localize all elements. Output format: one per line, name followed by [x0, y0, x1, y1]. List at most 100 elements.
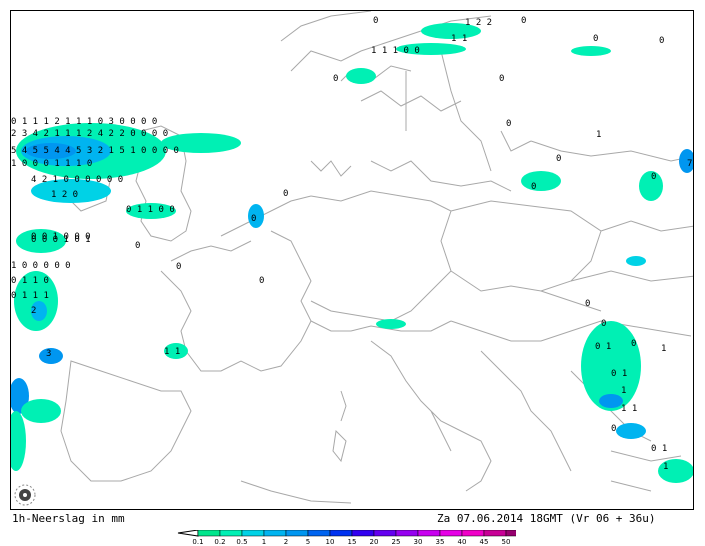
precip-value-label: 4 2 1 0 0 0 0 0 0 [31, 175, 123, 185]
legend-swatch [241, 530, 265, 537]
precip-value-label: 0 1 [595, 342, 611, 352]
legend-label: 1 [262, 538, 266, 546]
precip-area [21, 399, 61, 423]
precip-area [11, 411, 26, 471]
precip-value-label: 1 0 0 0 0 0 [11, 261, 71, 271]
precip-value-label: 1 1 [621, 404, 637, 414]
aegean-outline [610, 450, 682, 492]
precip-value-label: 1 1 [451, 34, 467, 44]
italy-outline [310, 320, 492, 492]
precip-area [248, 204, 264, 228]
legend-label: 15 [348, 538, 357, 546]
precip-value-label: 0 [251, 214, 256, 224]
map-caption-right: Za 07.06.2014 18GMT (Vr 06 + 36u) [437, 512, 656, 525]
legend-label: 0.2 [214, 538, 225, 546]
legend-swatch [483, 530, 507, 537]
legend-label: 30 [414, 538, 423, 546]
map-caption-left: 1h-Neerslag in mm [12, 512, 125, 525]
precip-value-label: 0 [283, 189, 288, 199]
precip-area [658, 459, 693, 483]
precip-area [599, 394, 623, 408]
precip-value-label: 3 [46, 349, 51, 359]
precip-value-label: 0 [611, 424, 616, 434]
precip-area [626, 256, 646, 266]
precip-area [31, 179, 111, 203]
precip-value-label: 0 [506, 119, 511, 129]
precip-value-label: 0 [373, 16, 378, 26]
precip-area [639, 171, 663, 201]
precip-value-label: 0 [176, 262, 181, 272]
precip-area [39, 348, 63, 364]
legend-swatch [505, 530, 516, 537]
spiral-logo-icon [14, 484, 36, 506]
islands-africa-outline [240, 390, 352, 504]
iberia-outline [60, 360, 192, 482]
precip-area [616, 423, 646, 439]
coastlines-borders [60, 11, 693, 504]
precip-value-label: 1 1 [164, 347, 180, 357]
precip-area [16, 229, 66, 253]
precip-value-label: 0 [499, 74, 504, 84]
precip-value-label: 0 [659, 36, 664, 46]
precip-value-label: 0 0 0 1 0 1 [31, 235, 91, 245]
precip-value-label: 0 1 1 1 [11, 291, 49, 301]
precip-value-label: 0 [259, 276, 264, 286]
legend-swatch [285, 530, 309, 537]
precip-value-label: 1 [661, 344, 666, 354]
precip-area [26, 143, 76, 159]
precip-value-label: 1 [596, 130, 601, 140]
legend-label: 5 [306, 538, 310, 546]
precipitation-map: 0 1 2 2 0 1 1 0 1 1 1 0 0 0 0 0 0 1 1 1 2 1 1 1 0… [11, 11, 693, 506]
precip-area [521, 171, 561, 191]
precip-area [396, 43, 466, 55]
legend-swatch [373, 530, 397, 537]
precip-value-label: 0 [333, 74, 338, 84]
legend-label: 10 [326, 538, 335, 546]
eastern-europe-outline [530, 140, 693, 282]
precip-value-label: 1 [663, 462, 668, 472]
legend-swatch [417, 530, 441, 537]
france-outline [160, 195, 312, 372]
precip-value-label: 7 [687, 159, 692, 169]
legend-swatch [461, 530, 485, 537]
precip-area [581, 321, 641, 411]
legend-swatch [197, 530, 221, 537]
legend-label: 0.1 [192, 538, 203, 546]
precip-value-label: 0 1 [611, 369, 627, 379]
precip-area [376, 319, 406, 329]
precip-value-label: 1 2 0 [51, 190, 78, 200]
legend-arrow-left [177, 530, 199, 537]
precip-value-label: 0 1 1 1 2 1 1 1 0 3 0 0 0 0 [11, 117, 157, 127]
precip-labels: 0 1 2 2 0 1 1 0 1 1 1 0 0 0 0 0 0 1 1 1 2 1 1 1 0… [11, 16, 692, 472]
legend-label: 45 [480, 538, 489, 546]
legend-swatch [439, 530, 463, 537]
legend-label: 2 [284, 538, 288, 546]
precip-value-label: 0 [593, 34, 598, 44]
legend-swatch [307, 530, 331, 537]
precip-area [161, 133, 241, 153]
precip-value-label: 2 3 4 2 1 1 1 2 4 2 2 0 0 0 0 [11, 129, 168, 139]
legend-swatch [395, 530, 419, 537]
precip-value-label: 0 1 [651, 444, 667, 454]
legend-swatch [219, 530, 243, 537]
precip-value-label: 0 [651, 172, 656, 182]
legend-label: 40 [458, 538, 467, 546]
precip-area [346, 68, 376, 84]
legend-swatch [263, 530, 287, 537]
precipitation-areas [11, 23, 693, 483]
legend-label: 20 [370, 538, 379, 546]
precip-area [679, 149, 693, 173]
precip-value-label: 1 [621, 386, 626, 396]
precip-value-label: 1 2 2 [465, 18, 492, 28]
legend-label: 35 [436, 538, 445, 546]
map-panel: 0 1 2 2 0 1 1 0 1 1 1 0 0 0 0 0 0 1 1 1 2 1 1 1 0… [10, 10, 694, 510]
precip-value-label: 1 1 1 0 0 [371, 46, 420, 56]
precip-value-label: 0 1 1 0 [11, 276, 49, 286]
color-legend: 0.1 0.2 0.5 1 2 5 10 15 20 25 30 35 40 45 50 [177, 530, 516, 546]
precip-value-label: 1 0 0 0 1 1 1 0 [11, 159, 92, 169]
precip-value-label: 2 [31, 306, 36, 316]
precip-value-label: 0 [585, 299, 590, 309]
precip-area [421, 23, 481, 39]
legend-label: 50 [502, 538, 511, 546]
precip-area [126, 203, 176, 219]
